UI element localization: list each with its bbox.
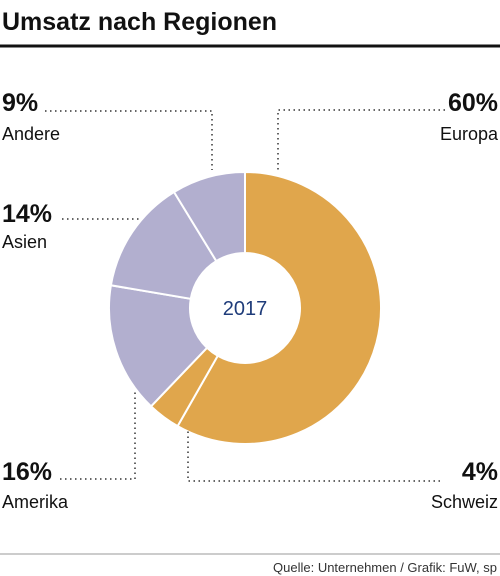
value-label: 16% [2,458,52,486]
value-label: 14% [2,200,52,228]
leader-line [277,109,445,172]
donut [108,170,382,445]
slice [108,284,209,408]
category-label: Asien [2,232,47,252]
leader-line [187,430,440,482]
chart-title: Umsatz nach Regionen [2,8,277,36]
category-label: Amerika [2,492,69,512]
category-label: Schweiz [431,492,498,512]
category-label: Andere [2,124,60,144]
value-label: 4% [462,458,498,486]
value-label: 60% [448,89,498,117]
slice [176,170,382,445]
value-label: 9% [2,89,38,117]
source: Quelle: Unternehmen / Grafik: FuW, sp [273,560,497,575]
leader-line [45,110,213,170]
leader-line [60,392,136,480]
category-label: Europa [440,124,499,144]
slice [172,170,246,263]
center-label: 2017 [223,298,268,320]
